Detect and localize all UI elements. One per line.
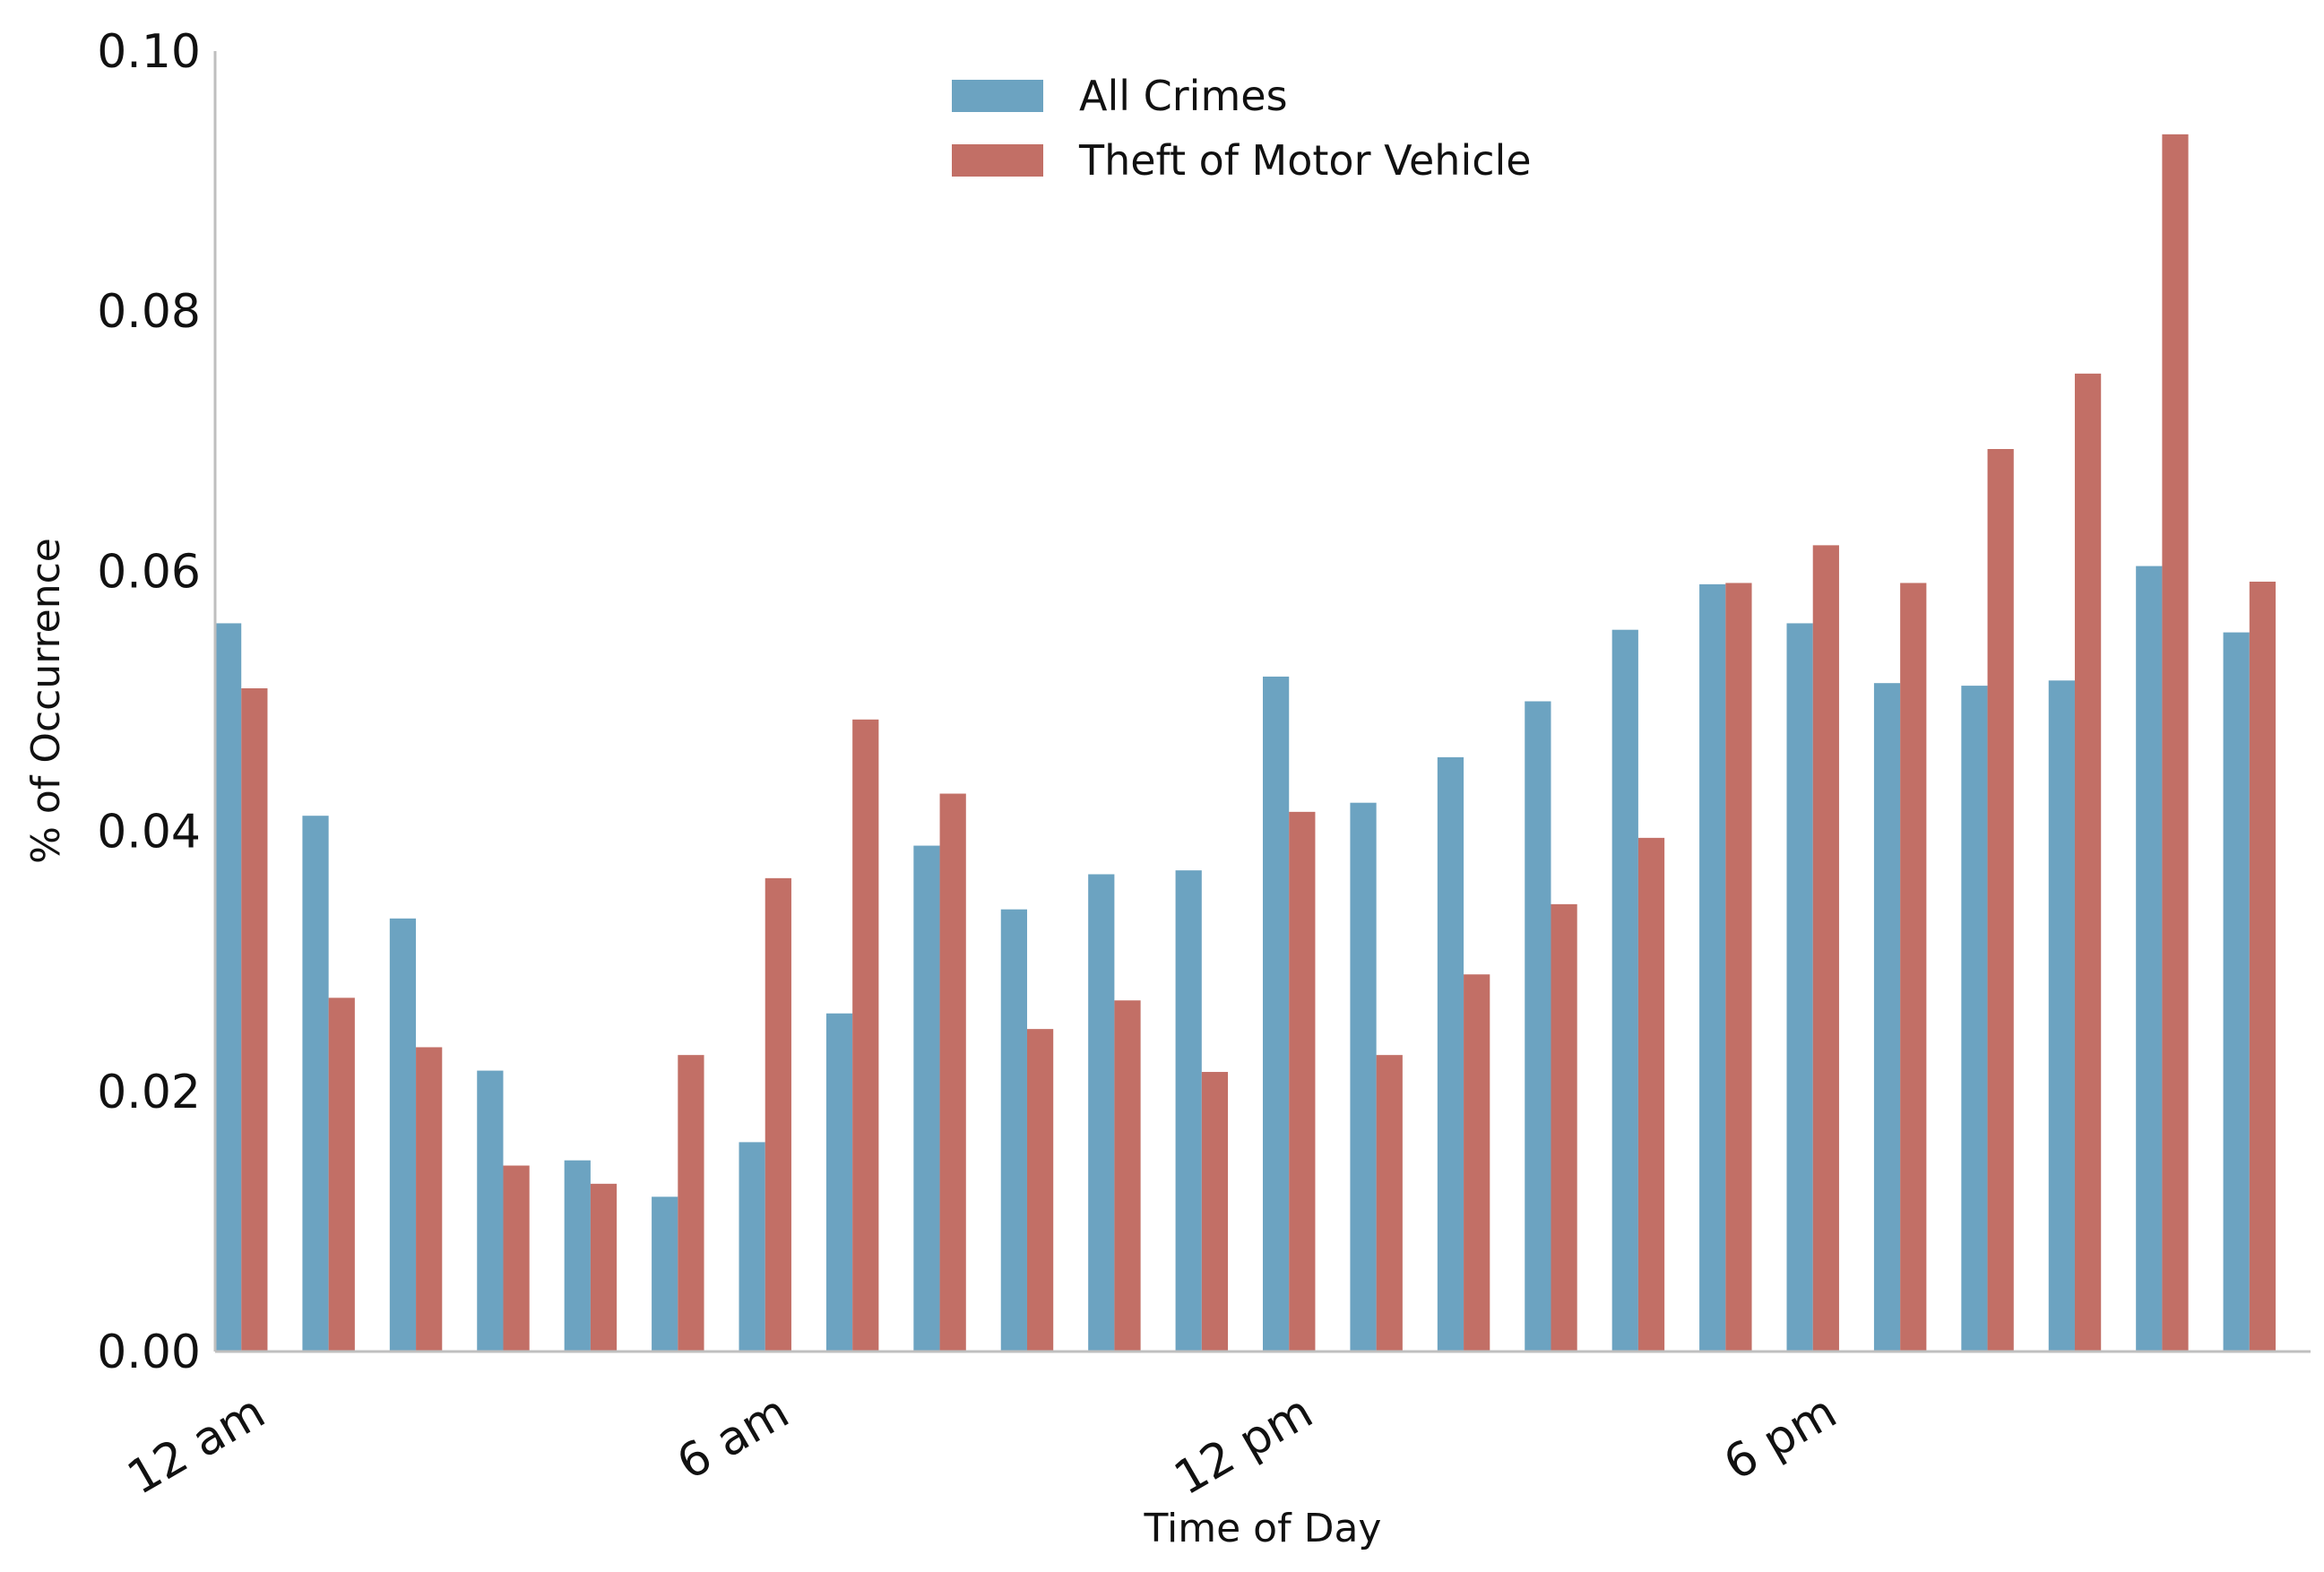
bar-all-crimes-hour-14 [1437, 756, 1464, 1352]
bar-all-crimes-hour-1 [302, 816, 329, 1352]
bar-all-crimes-hour-11 [1175, 870, 1202, 1352]
legend-swatch-all-crimes [952, 80, 1043, 112]
bar-theft-of-motor-vehicle-hour-7 [852, 719, 879, 1352]
bar-theft-of-motor-vehicle-hour-23 [2249, 582, 2276, 1352]
bar-all-crimes-hour-6 [739, 1142, 765, 1352]
bar-all-crimes-hour-15 [1525, 701, 1551, 1352]
bar-theft-of-motor-vehicle-hour-14 [1464, 974, 1490, 1352]
bar-theft-of-motor-vehicle-hour-9 [1026, 1029, 1054, 1352]
bar-theft-of-motor-vehicle-hour-3 [503, 1165, 530, 1352]
y-tick-labels: 0.00 0.02 0.04 0.06 0.08 0.10 [97, 25, 201, 1379]
bar-theft-of-motor-vehicle-hour-12 [1289, 811, 1316, 1352]
bar-theft-of-motor-vehicle-hour-20 [1987, 449, 2014, 1352]
bar-theft-of-motor-vehicle-hour-22 [2162, 134, 2189, 1352]
bar-all-crimes-hour-17 [1699, 583, 1726, 1352]
x-axis-label: Time of Day [1144, 1506, 1382, 1551]
y-tick-label: 0.04 [97, 806, 201, 859]
axes-group [213, 51, 2311, 1353]
bar-theft-of-motor-vehicle-hour-0 [241, 687, 268, 1352]
legend-label-theft-of-motor-vehicle: Theft of Motor Vehicle [1078, 136, 1532, 185]
y-tick-label: 0.02 [97, 1066, 201, 1119]
y-tick-label: 0.06 [97, 545, 201, 599]
bars-group [215, 134, 2276, 1352]
bar-all-crimes-hour-10 [1088, 874, 1115, 1352]
bar-all-crimes-hour-18 [1786, 623, 1813, 1352]
bar-all-crimes-hour-3 [477, 1070, 504, 1352]
bar-all-crimes-hour-21 [2048, 680, 2075, 1352]
y-tick-label: 0.00 [97, 1326, 201, 1379]
bar-theft-of-motor-vehicle-hour-4 [590, 1183, 618, 1352]
bar-theft-of-motor-vehicle-hour-6 [765, 877, 791, 1352]
y-tick-label: 0.08 [97, 285, 201, 339]
bar-theft-of-motor-vehicle-hour-11 [1201, 1072, 1229, 1352]
bar-theft-of-motor-vehicle-hour-16 [1637, 837, 1665, 1352]
bar-all-crimes-hour-5 [652, 1196, 678, 1352]
legend: All Crimes Theft of Motor Vehicle [952, 72, 1532, 185]
bar-theft-of-motor-vehicle-hour-17 [1725, 583, 1752, 1352]
bar-all-crimes-hour-19 [1873, 683, 1901, 1352]
bar-all-crimes-hour-20 [1961, 686, 1988, 1352]
x-tick-label: 6 am [669, 1385, 798, 1490]
bar-theft-of-motor-vehicle-hour-5 [678, 1055, 704, 1352]
bar-all-crimes-hour-4 [564, 1160, 591, 1352]
y-tick-label: 0.10 [97, 25, 201, 79]
bar-theft-of-motor-vehicle-hour-13 [1376, 1055, 1403, 1352]
x-tick-label: 12 am [119, 1385, 274, 1506]
bar-all-crimes-hour-12 [1263, 676, 1290, 1352]
bar-theft-of-motor-vehicle-hour-21 [2074, 373, 2102, 1352]
bar-all-crimes-hour-16 [1611, 629, 1638, 1352]
bar-all-crimes-hour-22 [2136, 566, 2163, 1352]
bar-all-crimes-hour-8 [913, 845, 940, 1352]
bar-theft-of-motor-vehicle-hour-1 [328, 998, 355, 1352]
bar-theft-of-motor-vehicle-hour-8 [939, 793, 966, 1352]
y-axis-label: % of Occurrence [23, 538, 69, 864]
bar-theft-of-motor-vehicle-hour-2 [416, 1047, 443, 1352]
bar-theft-of-motor-vehicle-hour-15 [1551, 903, 1577, 1352]
bar-theft-of-motor-vehicle-hour-18 [1812, 545, 1839, 1352]
bar-all-crimes-hour-7 [825, 1013, 853, 1352]
bar-theft-of-motor-vehicle-hour-19 [1900, 583, 1927, 1352]
x-tick-label: 12 pm [1166, 1385, 1322, 1506]
bar-all-crimes-hour-23 [2223, 632, 2250, 1352]
legend-swatch-theft-of-motor-vehicle [952, 144, 1043, 177]
bar-all-crimes-hour-13 [1350, 802, 1377, 1352]
legend-label-all-crimes: All Crimes [1079, 72, 1288, 120]
bar-all-crimes-hour-9 [1000, 909, 1027, 1352]
bar-all-crimes-hour-2 [389, 918, 417, 1352]
bar-theft-of-motor-vehicle-hour-10 [1114, 1000, 1141, 1352]
bar-all-crimes-hour-0 [215, 623, 242, 1352]
x-tick-label: 6 pm [1715, 1385, 1845, 1491]
x-tick-labels: 12 am 6 am 12 pm 6 pm [119, 1385, 1846, 1506]
